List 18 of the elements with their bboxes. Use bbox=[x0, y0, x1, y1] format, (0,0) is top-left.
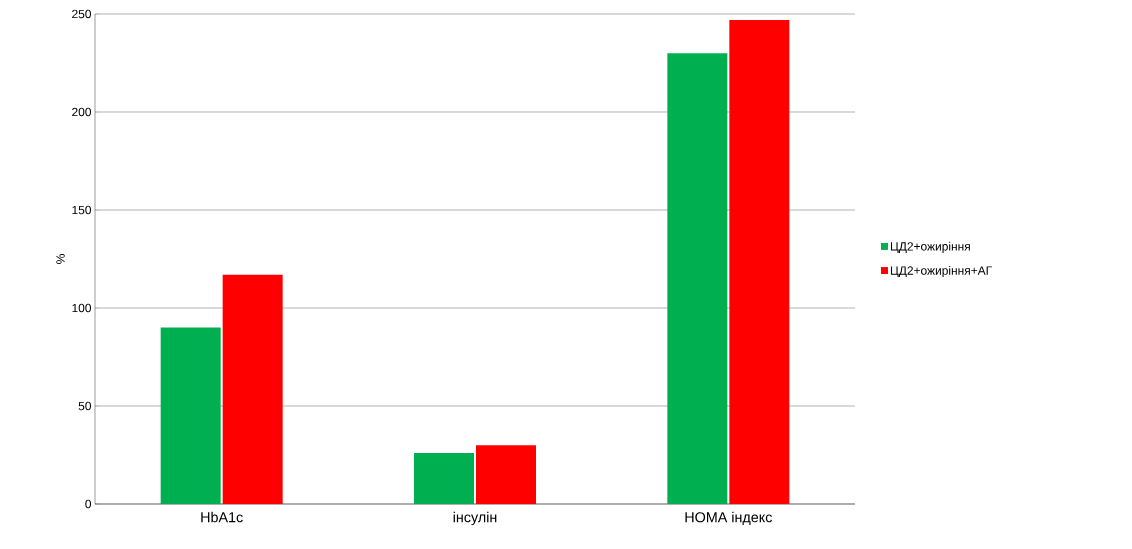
y-tick-label: 50 bbox=[78, 401, 92, 411]
bar bbox=[476, 445, 536, 504]
bar bbox=[160, 327, 221, 504]
bar bbox=[222, 274, 283, 504]
y-tick-label: 150 bbox=[72, 205, 92, 215]
bar bbox=[729, 19, 790, 504]
legend-label: ЦД2+ожиріння bbox=[890, 241, 970, 254]
legend-label: ЦД2+ожиріння+АГ bbox=[890, 265, 992, 278]
bar bbox=[414, 453, 475, 504]
y-tick-label: 250 bbox=[72, 9, 92, 19]
y-tick-label: 200 bbox=[72, 107, 92, 117]
bar bbox=[667, 53, 728, 504]
y-tick-label: 0 bbox=[85, 499, 92, 509]
x-tick-label: HbA1c bbox=[201, 511, 243, 523]
x-tick-label: інсулін bbox=[453, 511, 497, 526]
y-tick-label: 100 bbox=[72, 303, 92, 313]
x-tick-label: HOMA індекс bbox=[685, 511, 772, 526]
y-axis-title: % bbox=[56, 254, 65, 264]
